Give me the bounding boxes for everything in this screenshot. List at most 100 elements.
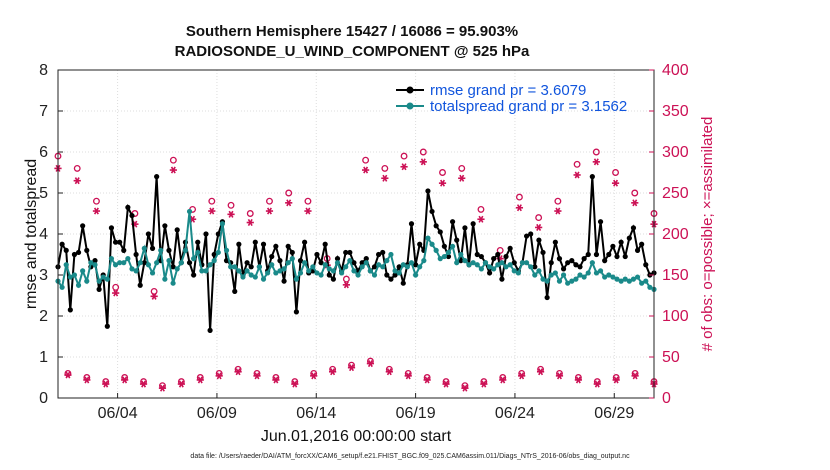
spread-point — [88, 260, 94, 266]
obs-assimilated-point — [102, 380, 110, 388]
obs-possible-point — [227, 201, 235, 209]
star-stroke — [459, 174, 465, 182]
y-axis-label: rmse and totalspread — [23, 159, 40, 309]
rmse-point — [495, 251, 501, 258]
rmse-point — [565, 260, 571, 266]
obs-assimilated-point — [215, 372, 223, 380]
spread-point — [573, 276, 579, 282]
spread-point — [80, 268, 86, 274]
rmse-point — [639, 241, 645, 247]
obs-assimilated-point — [419, 158, 427, 166]
spread-point — [482, 260, 489, 266]
star-stroke — [197, 376, 203, 384]
star-stroke — [122, 376, 128, 384]
y-tick-label: 2 — [39, 308, 48, 325]
spread-point — [199, 268, 205, 274]
star-stroke — [254, 372, 260, 380]
obs-assimilated-point — [92, 207, 101, 215]
star-stroke — [613, 179, 619, 187]
obs-assimilated-point — [631, 199, 639, 207]
y-right-tick-label: 150 — [662, 267, 689, 284]
star-stroke — [516, 204, 522, 212]
spread-point — [191, 256, 197, 262]
rmse-point — [376, 251, 382, 258]
obs-assimilated-point — [515, 204, 524, 212]
rmse-point — [470, 221, 476, 227]
rmse-point — [121, 247, 127, 253]
obs-assimilated-point — [253, 372, 261, 380]
obs-assimilated-point — [196, 376, 204, 384]
rmse-point — [462, 225, 468, 231]
obs-possible-point — [381, 164, 389, 172]
legend-spread-label: totalspread grand pr = 3.1562 — [430, 98, 627, 115]
spread-point — [441, 253, 447, 260]
obs-assimilated-point — [158, 384, 167, 392]
rmse-point — [491, 256, 497, 262]
rmse-point — [252, 239, 258, 245]
rmse-point — [269, 253, 275, 260]
rmse-point — [454, 237, 460, 243]
rmse-point — [380, 249, 386, 256]
spread-point — [384, 258, 390, 264]
obs-assimilated-point — [381, 174, 389, 182]
spread-point — [248, 272, 254, 278]
rmse-point — [125, 204, 131, 210]
star-stroke — [632, 372, 638, 380]
star-stroke — [556, 372, 562, 380]
obs-assimilated-point — [536, 368, 545, 376]
star-stroke — [343, 281, 349, 289]
rmse-point — [203, 231, 209, 237]
spread-point — [458, 251, 464, 258]
spread-point — [392, 268, 398, 274]
rmse-point — [162, 223, 168, 229]
data-file-footer: data file: /Users/raeder/DAI/ATM_forcXX/… — [190, 453, 630, 460]
obs-assimilated-point — [611, 179, 620, 187]
rmse-point — [63, 247, 69, 253]
spread-point — [75, 282, 82, 288]
rmse-point — [413, 262, 419, 268]
chart-title: Southern Hemisphere 15427 / 16086 = 95.9… — [186, 23, 518, 40]
rmse-point — [170, 264, 176, 270]
obs-assimilated-point — [461, 384, 469, 392]
spread-point — [137, 260, 143, 266]
legend-spread-marker — [406, 102, 414, 110]
obs-possible-point — [458, 164, 466, 172]
spread-point — [404, 264, 410, 270]
spread-point — [491, 266, 497, 272]
spread-point — [425, 235, 431, 241]
x-tick-label: 06/14 — [296, 405, 336, 422]
star-stroke — [151, 292, 157, 300]
rmse-point — [334, 256, 341, 262]
spread-point — [614, 276, 620, 282]
x-tick-label: 06/09 — [197, 405, 237, 422]
rmse-point — [400, 280, 406, 286]
spread-point — [556, 278, 563, 284]
rmse-line — [57, 176, 655, 331]
spread-point — [355, 272, 361, 278]
spread-point — [219, 221, 226, 227]
star-stroke — [266, 207, 272, 215]
star-stroke — [178, 380, 184, 388]
spread-point — [417, 264, 423, 270]
obs-possible-point — [573, 160, 581, 168]
rmse-point — [523, 233, 530, 239]
spread-point — [277, 268, 283, 274]
star-stroke — [292, 380, 298, 388]
rmse-point — [117, 239, 123, 245]
spread-point — [413, 272, 419, 278]
spread-point — [647, 284, 653, 290]
obs-possible-point — [535, 214, 543, 222]
star-stroke — [113, 289, 119, 297]
rmse-point — [585, 251, 591, 258]
star-stroke — [632, 199, 638, 207]
y-tick-label: 4 — [39, 226, 48, 243]
rmse-point — [552, 239, 558, 245]
obs-assimilated-point — [169, 166, 177, 174]
obs-assimilated-point — [477, 215, 485, 223]
star-stroke — [209, 207, 215, 215]
rmse-point — [388, 276, 394, 282]
x-axis-label: Jun.01,2016 00:00:00 start — [261, 428, 452, 445]
obs-layer — [54, 148, 658, 392]
rmse-point — [59, 241, 65, 247]
